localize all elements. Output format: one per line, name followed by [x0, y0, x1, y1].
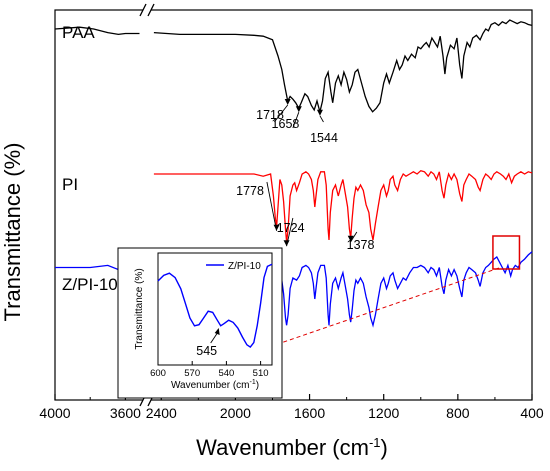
- annotation-label: 1778: [236, 184, 264, 198]
- annotation-arrow: [266, 181, 278, 231]
- annotation-arrowhead: [283, 240, 290, 247]
- x-tick: 4000: [39, 394, 71, 421]
- series-line: [54, 26, 140, 36]
- x-tick: 400: [520, 394, 544, 421]
- x-axis-label: Wavenumber (cm-1): [196, 435, 388, 460]
- x-axis-label-sup: -1: [369, 435, 381, 450]
- x-tick: 800: [446, 394, 470, 421]
- annotation-label: 1718: [256, 108, 284, 122]
- series-label: PAA: [62, 23, 95, 42]
- inset-x-tick: 600: [150, 361, 166, 379]
- peak-annotation: 1724: [277, 217, 305, 247]
- x-tick-label: 400: [520, 405, 544, 421]
- inset-x-axis-label: Wavenumber (cm-1): [171, 379, 259, 391]
- series-pi: PI: [62, 169, 533, 243]
- inset-x-tick-label: 600: [150, 368, 166, 379]
- x-tick-label: 1600: [294, 405, 325, 421]
- series-line: [153, 251, 533, 328]
- inset-annotation-label: 545: [196, 344, 217, 358]
- series-line: [153, 19, 533, 113]
- x-tick-label: 2400: [146, 405, 177, 421]
- annotation-arrowhead: [295, 106, 302, 113]
- axis-break-gap: [143, 395, 151, 405]
- inset-legend-label: Z/PI-10: [228, 261, 261, 272]
- zoom-connector-line: [274, 267, 500, 346]
- x-tick-label: 1200: [368, 405, 399, 421]
- x-tick: 1200: [368, 394, 399, 421]
- peak-annotation: 1778: [236, 181, 280, 231]
- zoom-region-box: [492, 235, 521, 270]
- x-tick-label: 4000: [39, 405, 70, 421]
- inset-y-axis-label: Transmittance (%): [134, 268, 145, 349]
- annotation-label: 1378: [347, 238, 375, 252]
- series-label: PI: [62, 175, 78, 194]
- annotation-arrowhead: [347, 235, 354, 242]
- inset-x-tick-label: 510: [253, 368, 269, 379]
- inset-chart: 600 570 540 510 Z/PI-10 545 Transmittance (%) W…: [117, 247, 283, 399]
- inset-frame: [157, 252, 273, 366]
- annotation-arrowhead: [284, 99, 291, 105]
- inset-x-tick-label: 570: [184, 368, 200, 379]
- annotation-arrow: [350, 231, 358, 243]
- inset-x-tick-label: 540: [218, 368, 234, 379]
- inset-series-line: [157, 263, 273, 349]
- peak-annotation: 1658: [272, 106, 302, 131]
- peak-annotation: 1718: [256, 99, 291, 123]
- annotation-label: 1544: [310, 131, 338, 145]
- annotation-arrow: [273, 104, 289, 123]
- annotation-arrowhead: [273, 224, 280, 231]
- annotation-label: 1724: [277, 221, 305, 235]
- axis-break: [139, 3, 155, 17]
- x-tick-label: 3600: [110, 405, 141, 421]
- inset-x-tick: 540: [218, 361, 234, 379]
- inset-annotation-arrowhead: [214, 328, 220, 335]
- x-tick: 1600: [294, 394, 325, 421]
- inset-x-tick: 570: [184, 361, 200, 379]
- annotation-arrow: [319, 115, 324, 123]
- x-axis: 4000 3600 2400 2000 1600 1200 800 400: [39, 3, 544, 421]
- series-paa: PAA: [54, 19, 533, 113]
- inset-peak-annotation: 545: [196, 328, 220, 358]
- peak-annotation: 1378: [347, 231, 375, 252]
- axis-break-slash: [139, 3, 147, 17]
- axis-break-gap: [143, 5, 151, 15]
- inset-x-tick: 510: [253, 361, 269, 379]
- plot-frame: [54, 9, 533, 401]
- inset-legend: Z/PI-10: [206, 261, 261, 272]
- x-tick-label: 800: [446, 405, 470, 421]
- peak-annotation: 1544: [310, 109, 338, 145]
- axis-break-slash: [147, 3, 155, 17]
- plot-area: [54, 9, 533, 401]
- series-label: Z/PI-10: [62, 275, 118, 294]
- annotation-label: 1658: [272, 117, 300, 131]
- annotation-arrowhead: [316, 109, 323, 116]
- x-tick-label: 2000: [220, 405, 251, 421]
- y-axis-label: Transmittance (%): [0, 143, 25, 322]
- series-line: [153, 169, 533, 243]
- annotation-arrow: [292, 112, 300, 129]
